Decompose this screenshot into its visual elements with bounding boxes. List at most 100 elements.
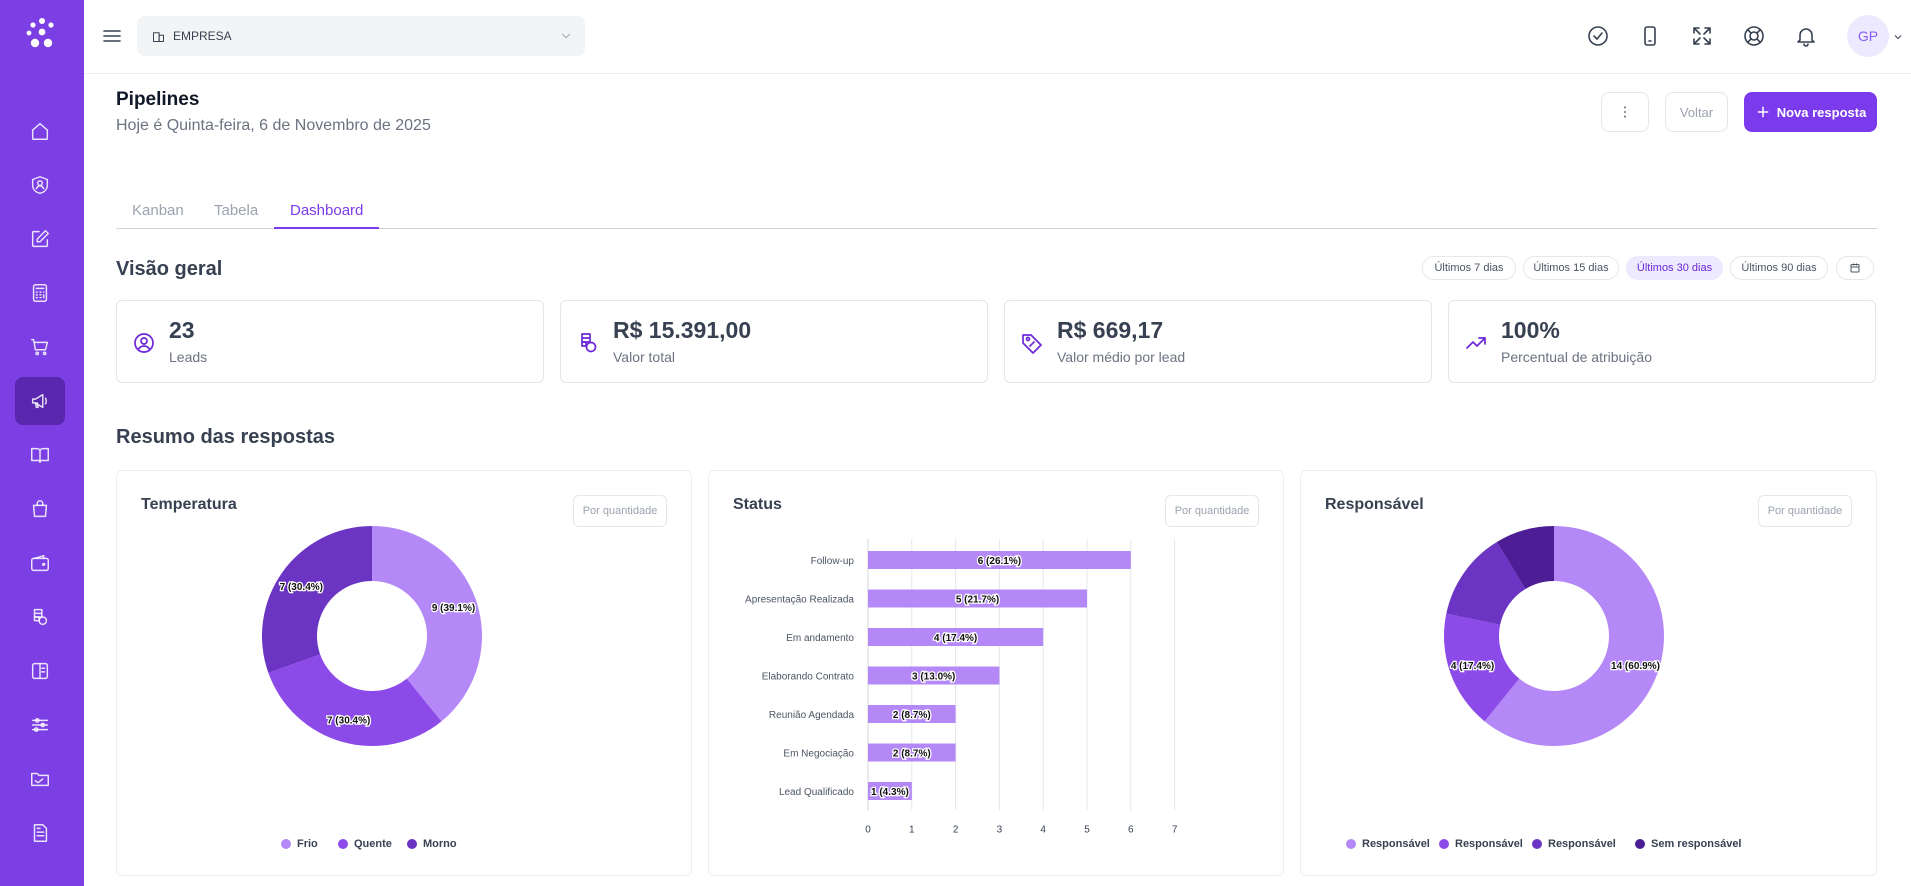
legend-item[interactable]: Responsável — [1532, 838, 1616, 850]
slice-label: 14 (60.9%) — [1611, 661, 1660, 672]
bar[interactable] — [868, 589, 1087, 608]
trending-up-icon — [1466, 337, 1486, 349]
tasks-button[interactable] — [1586, 24, 1610, 48]
sidebar-item-settings[interactable] — [15, 701, 65, 749]
x-tick-label: 3 — [997, 825, 1003, 836]
avatar-chevron-down-icon[interactable] — [1892, 31, 1904, 43]
sidebar-item-catalog[interactable] — [15, 647, 65, 695]
bar[interactable] — [868, 705, 956, 723]
chart-card-temperatura: Temperatura Por quantidade 9 (39.1%) 7 (3… — [116, 470, 692, 876]
chart-legend: Responsável Responsável Responsável Sem res… — [1301, 838, 1876, 858]
sidebar-item-book[interactable] — [15, 431, 65, 479]
custom-range-button[interactable] — [1836, 256, 1874, 280]
menu-toggle-button[interactable] — [100, 24, 124, 48]
chart-mode-button[interactable]: Por quantidade — [573, 495, 667, 527]
tab-dashboard[interactable]: Dashboard — [274, 199, 380, 229]
sidebar-item-home[interactable] — [15, 107, 65, 155]
sidebar-item-contacts[interactable] — [15, 161, 65, 209]
y-tick-label: Apresentação Realizada — [745, 595, 854, 606]
x-tick-label: 0 — [865, 825, 871, 836]
stat-card-total-value: R$ 15.391,00 Valor total — [560, 300, 988, 383]
legend-item[interactable]: Responsável — [1346, 838, 1430, 850]
chart-mode-button[interactable]: Por quantidade — [1758, 495, 1852, 527]
notifications-button[interactable] — [1794, 24, 1818, 48]
bar[interactable] — [868, 551, 1131, 569]
folder-icon — [31, 772, 49, 787]
sidebar-item-calculator[interactable] — [15, 269, 65, 317]
fullscreen-button[interactable] — [1690, 24, 1714, 48]
y-tick-label: Follow-up — [811, 556, 855, 567]
bar[interactable] — [868, 628, 1044, 646]
sidebar-item-cart[interactable] — [15, 323, 65, 371]
x-tick-label: 5 — [1084, 825, 1090, 836]
donut-slice[interactable] — [262, 526, 372, 673]
legend-swatch — [1532, 839, 1542, 849]
donut-slice[interactable] — [1484, 526, 1664, 746]
sidebar-item-files[interactable] — [15, 755, 65, 803]
sidebar-item-wallet[interactable] — [15, 539, 65, 587]
building-icon — [153, 31, 164, 42]
expand-icon — [1693, 27, 1711, 45]
x-tick-label: 6 — [1128, 825, 1134, 836]
x-tick-label: 2 — [953, 825, 959, 836]
date-range-filter: Últimos 7 dias Últimos 15 dias Últimos 3… — [1422, 256, 1877, 280]
legend-item[interactable]: Morno — [407, 838, 457, 850]
donut-slice[interactable] — [1444, 613, 1520, 722]
wallet-icon — [31, 554, 49, 572]
sidebar-item-shop[interactable] — [15, 485, 65, 533]
user-circle-icon — [134, 333, 154, 353]
sliders-icon — [31, 718, 49, 732]
tab-tabela[interactable]: Tabela — [214, 202, 259, 219]
donut-slice[interactable] — [1446, 542, 1526, 625]
chart-mode-button[interactable]: Por quantidade — [1165, 495, 1259, 527]
mobile-button[interactable] — [1638, 24, 1662, 48]
range-7-days[interactable]: Últimos 7 dias — [1422, 256, 1516, 280]
tab-kanban[interactable]: Kanban — [132, 202, 184, 219]
legend-label: Morno — [423, 838, 457, 850]
help-button[interactable] — [1742, 24, 1766, 48]
x-tick-label: 4 — [1040, 825, 1046, 836]
legend-swatch — [1635, 839, 1645, 849]
new-response-button[interactable]: Nova resposta — [1744, 92, 1877, 132]
range-30-days[interactable]: Últimos 30 dias — [1626, 256, 1723, 280]
page-title: Pipelines — [116, 89, 200, 110]
summary-title: Resumo das respostas — [116, 426, 335, 448]
company-select[interactable]: EMPRESA — [137, 16, 585, 56]
book-icon — [31, 662, 49, 680]
donut-slice[interactable] — [372, 526, 482, 722]
status-bar-chart: 0 1 2 3 4 5 6 7 Follow-up 6 (26.1%) Apresentação R… — [745, 539, 1178, 836]
menu-icon — [103, 30, 121, 42]
company-select-value: EMPRESA — [173, 29, 232, 43]
user-avatar[interactable]: GP — [1847, 15, 1889, 57]
legend-item[interactable]: Quente — [338, 838, 392, 850]
bar[interactable] — [868, 666, 1000, 685]
legend-swatch — [1439, 839, 1449, 849]
sidebar-item-forms[interactable] — [15, 215, 65, 263]
bar[interactable] — [868, 743, 956, 762]
chevron-down-icon — [562, 33, 570, 39]
legend-item[interactable]: Sem responsável — [1635, 838, 1742, 850]
back-button[interactable]: Voltar — [1665, 92, 1728, 132]
sidebar-item-finance[interactable] — [15, 593, 65, 641]
bar[interactable] — [868, 782, 912, 800]
app-logo[interactable] — [22, 16, 62, 56]
cart-icon — [31, 338, 49, 356]
page-subtitle: Hoje é Quinta-feira, 6 de Novembro de 20… — [116, 117, 431, 134]
legend-label: Responsável — [1455, 838, 1523, 850]
document-icon — [33, 824, 48, 842]
sidebar-item-reports[interactable] — [15, 809, 65, 857]
range-15-days[interactable]: Últimos 15 dias — [1523, 256, 1619, 280]
bell-icon — [1797, 28, 1815, 47]
donut-slice[interactable] — [268, 654, 442, 746]
legend-label: Responsável — [1362, 838, 1430, 850]
legend-item[interactable]: Responsável — [1439, 838, 1523, 850]
legend-item[interactable]: Frio — [281, 838, 318, 850]
chart-title: Status — [733, 496, 782, 513]
sidebar-item-marketing[interactable] — [15, 377, 65, 425]
more-options-button[interactable] — [1601, 92, 1649, 132]
bar-value-label: 2 (8.7%) — [893, 749, 931, 760]
donut-slice[interactable] — [1496, 526, 1554, 590]
home-icon — [31, 122, 49, 140]
coins-icon — [581, 333, 597, 353]
range-90-days[interactable]: Últimos 90 dias — [1730, 256, 1828, 280]
